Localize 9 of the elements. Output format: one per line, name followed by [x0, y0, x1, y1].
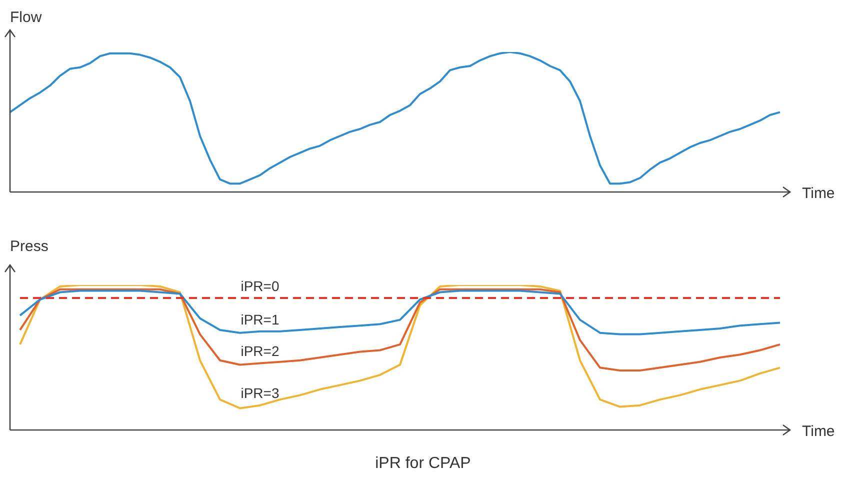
- series-label: iPR=3: [240, 385, 280, 402]
- series-label: iPR=2: [240, 343, 280, 360]
- y-axis-title: Press: [10, 238, 48, 256]
- text: iPR for CPAP: [374, 455, 472, 473]
- series-label: iPR=1: [240, 311, 280, 328]
- y-axis-title: Flow: [10, 9, 42, 26]
- series-label: iPR=0: [240, 278, 280, 294]
- x-axis-title: Time: [802, 423, 835, 440]
- x-axis-title: Time: [802, 185, 835, 202]
